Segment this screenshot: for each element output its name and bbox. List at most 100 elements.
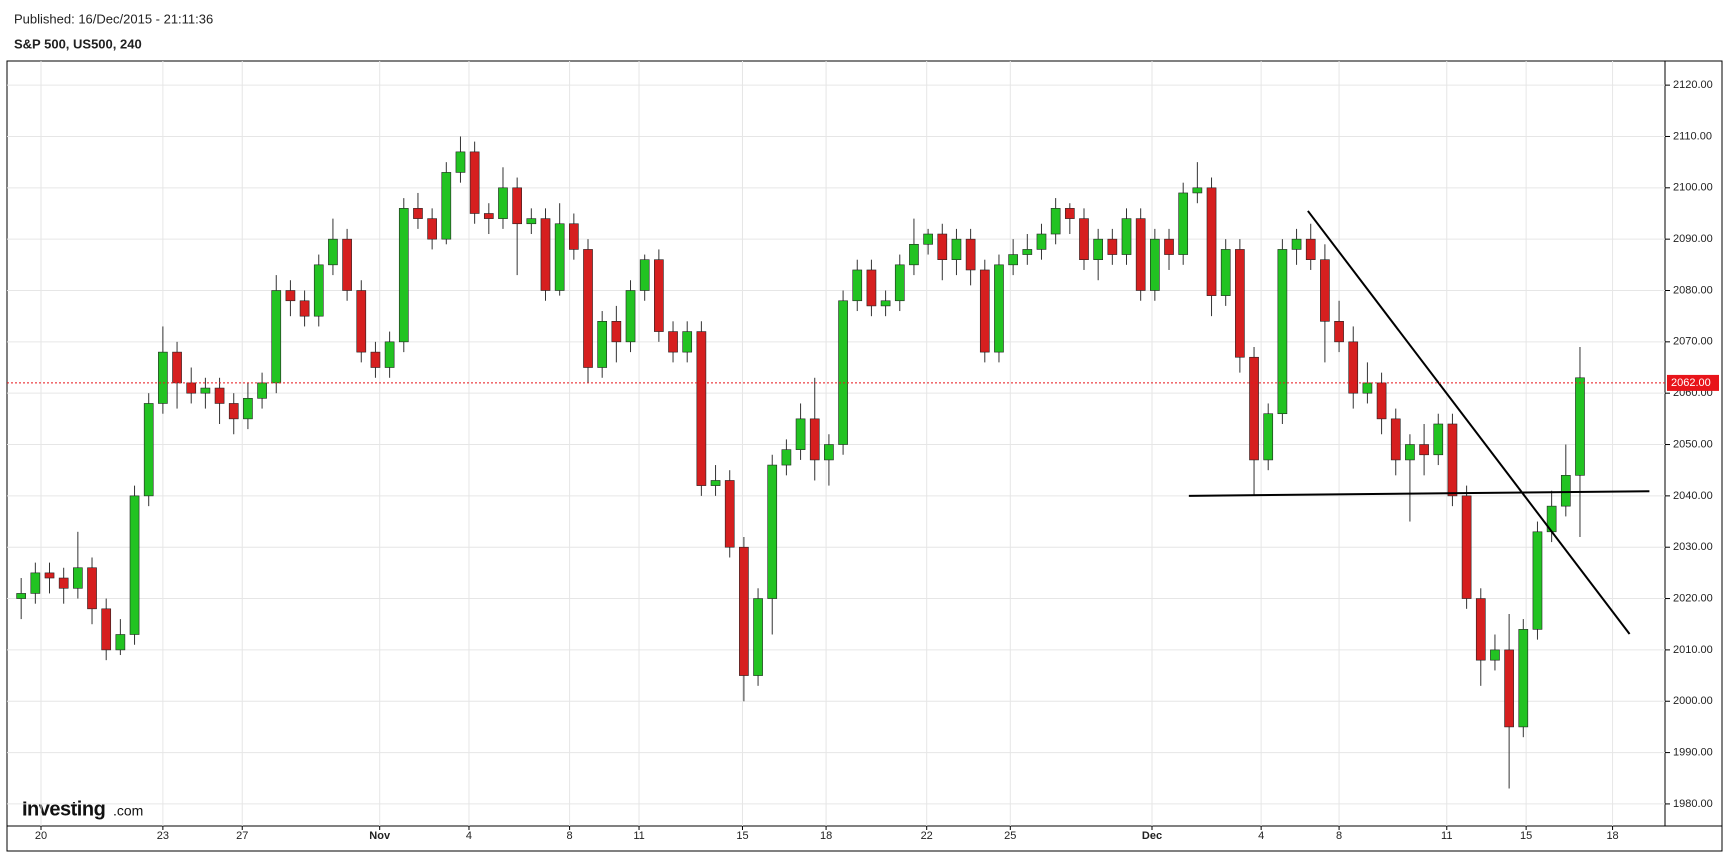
candle-body	[1334, 321, 1344, 343]
candle-body	[342, 238, 352, 291]
y-tick-label: 2080.00	[1673, 284, 1713, 296]
candle-body	[526, 218, 537, 225]
candle-body	[115, 634, 126, 651]
x-tick-label: 4	[466, 830, 472, 842]
candle-body	[356, 290, 367, 353]
x-tick-label: 11	[1441, 830, 1452, 842]
candle-body	[753, 598, 763, 676]
candle-body	[540, 218, 551, 291]
trend-line	[1307, 210, 1631, 635]
candle-body	[880, 300, 891, 307]
candle-body	[994, 264, 1004, 353]
candle-body	[413, 208, 423, 219]
candle-body	[1135, 218, 1146, 291]
x-tick-label: 27	[236, 830, 248, 842]
x-tick-label: 8	[567, 830, 573, 842]
candle-body	[129, 495, 140, 635]
candle-body	[214, 387, 225, 404]
candle-body	[228, 403, 239, 420]
candle-body	[1433, 423, 1444, 456]
candle-body	[894, 264, 905, 302]
candle-body	[441, 172, 452, 240]
candle-body	[257, 382, 267, 399]
candle-body	[384, 341, 395, 368]
candle-body	[923, 233, 933, 245]
x-tick-label: 25	[1004, 830, 1016, 842]
candle-body	[696, 331, 707, 486]
y-tick-label: 2000.00	[1673, 695, 1713, 707]
candle-body	[682, 331, 693, 353]
x-tick-label: 20	[35, 830, 47, 842]
candle-body	[143, 403, 154, 497]
published: Published: 16/Dec/2015 - 21:11:36	[14, 11, 213, 26]
candle-body	[1291, 238, 1302, 250]
candle-body	[1320, 259, 1330, 322]
candle-body	[483, 213, 494, 219]
candle-body	[1405, 444, 1415, 461]
candle-body	[1178, 192, 1189, 255]
candle-body	[285, 290, 296, 302]
candle-body	[1560, 475, 1571, 507]
candle-body	[1447, 423, 1458, 497]
y-tick-label: 1980.00	[1673, 798, 1713, 810]
candle-body	[1107, 238, 1118, 255]
candle-body	[1475, 598, 1486, 661]
x-tick-label: Nov	[369, 830, 391, 842]
candle-body	[1348, 341, 1359, 394]
candle-body	[498, 187, 508, 219]
candle-body	[795, 418, 806, 450]
y-tick-label: 2070.00	[1673, 336, 1713, 348]
candle-body	[44, 572, 55, 579]
candle-body	[1461, 495, 1472, 599]
candle-body	[1036, 233, 1047, 250]
candle-body	[1150, 238, 1160, 291]
candle-body	[1008, 254, 1018, 266]
candle-body	[1121, 218, 1132, 255]
candle-body	[1192, 187, 1203, 194]
instrument: S&P 500, US500, 240	[14, 36, 142, 51]
candle-body	[654, 259, 664, 332]
candle-body	[370, 351, 381, 368]
candle-body	[767, 464, 778, 599]
x-tick-label: 4	[1258, 830, 1264, 842]
candle-body	[512, 187, 522, 225]
y-tick-label: 2030.00	[1673, 541, 1713, 553]
candle-body	[1575, 377, 1585, 476]
candle-body	[809, 418, 820, 461]
candle-body	[611, 321, 622, 343]
candle-body	[1022, 249, 1033, 255]
y-tick-label: 2120.00	[1673, 79, 1713, 91]
candle-body	[625, 290, 636, 343]
candle-body	[1419, 444, 1429, 456]
candle-body	[1376, 382, 1387, 420]
candle-body	[1490, 649, 1500, 661]
candle-body	[299, 300, 310, 317]
candle-body	[668, 331, 678, 353]
y-tick-label: 1990.00	[1673, 746, 1713, 758]
candle-body	[87, 567, 97, 610]
logo-brand: Investing	[22, 798, 105, 820]
candle-body	[739, 546, 749, 676]
candle-body	[1164, 238, 1174, 255]
candle-body	[1277, 249, 1288, 415]
candle-body	[427, 218, 437, 240]
candle-body	[909, 243, 919, 266]
candle-body	[1093, 238, 1103, 260]
candle-body	[1249, 356, 1259, 461]
candle-body	[569, 223, 579, 250]
y-tick-label: 2050.00	[1673, 438, 1713, 450]
candle-body	[838, 300, 848, 445]
x-tick-label: 15	[1520, 830, 1532, 842]
candle-body	[16, 593, 27, 599]
y-tick-label: 2100.00	[1673, 182, 1713, 194]
candle-body	[1532, 531, 1543, 630]
trend-line	[1188, 490, 1650, 497]
x-tick-label: 23	[157, 830, 169, 842]
candle-body	[937, 233, 948, 260]
candle-body	[243, 398, 253, 420]
candle-body	[469, 151, 480, 214]
candle-body	[30, 572, 41, 594]
candle-body	[313, 264, 324, 317]
candle-body	[1263, 413, 1274, 461]
candle-body	[1305, 238, 1316, 260]
